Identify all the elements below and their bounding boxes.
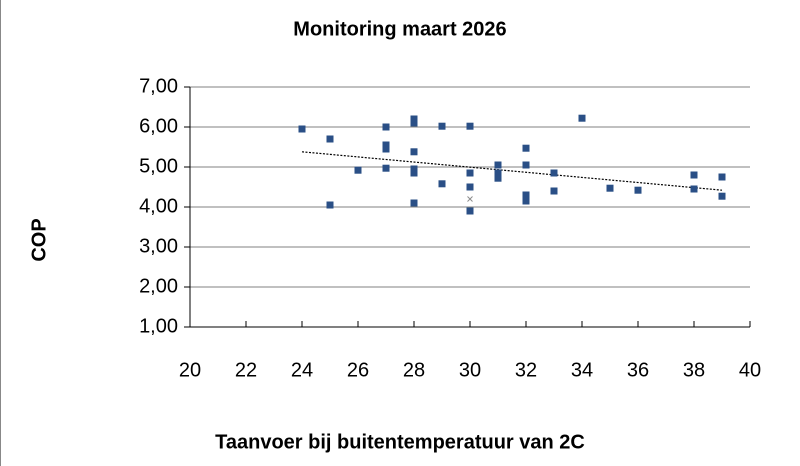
- y-tick-label: 1,00: [139, 315, 178, 337]
- x-tick-label: 30: [459, 359, 481, 381]
- point: [690, 171, 698, 179]
- point: [550, 187, 558, 195]
- point: [550, 169, 558, 177]
- point: [382, 145, 390, 153]
- point: [718, 173, 726, 181]
- point: [466, 122, 474, 130]
- point: [467, 196, 473, 202]
- point: [494, 169, 502, 177]
- point: [326, 201, 334, 209]
- y-axis-label: COP: [28, 218, 50, 261]
- point: [522, 191, 530, 199]
- point: [718, 192, 726, 200]
- point: [382, 123, 390, 131]
- y-tick-label: 2,00: [139, 275, 178, 297]
- point: [466, 169, 474, 177]
- x-tick-label: 20: [179, 359, 201, 381]
- point: [466, 183, 474, 191]
- point: [522, 197, 530, 205]
- point: [438, 122, 446, 130]
- point: [690, 185, 698, 193]
- point: [466, 207, 474, 215]
- chart-title: Monitoring maart 2026: [293, 18, 506, 40]
- point: [634, 186, 642, 194]
- point: [522, 144, 530, 152]
- y-tick-label: 7,00: [139, 75, 178, 97]
- point: [578, 114, 586, 122]
- point: [382, 164, 390, 172]
- point: [606, 184, 614, 192]
- point: [410, 119, 418, 127]
- x-tick-label: 24: [291, 359, 313, 381]
- y-tick-label: 5,00: [139, 155, 178, 177]
- point: [410, 199, 418, 207]
- point: [522, 161, 530, 169]
- x-tick-label: 38: [683, 359, 705, 381]
- point: [382, 141, 390, 149]
- point: [494, 174, 502, 182]
- x-tick-label: 28: [403, 359, 425, 381]
- point: [354, 166, 362, 174]
- point: [410, 165, 418, 173]
- point: [410, 115, 418, 123]
- x-tick-label: 40: [739, 359, 761, 381]
- x-tick-label: 22: [235, 359, 257, 381]
- x-tick-label: 26: [347, 359, 369, 381]
- y-tick-label: 6,00: [139, 115, 178, 137]
- point: [298, 125, 306, 133]
- point: [410, 148, 418, 156]
- point: [494, 161, 502, 169]
- x-tick-label: 34: [571, 359, 593, 381]
- point: [438, 180, 446, 188]
- point: [410, 169, 418, 177]
- trendline: [301, 151, 723, 191]
- x-tick-label: 32: [515, 359, 537, 381]
- y-tick-label: 3,00: [139, 235, 178, 257]
- point: [326, 135, 334, 143]
- y-tick-label: 4,00: [139, 195, 178, 217]
- x-axis-label: Taanvoer bij buitentemperatuur van 2C: [215, 431, 585, 453]
- x-tick-label: 36: [627, 359, 649, 381]
